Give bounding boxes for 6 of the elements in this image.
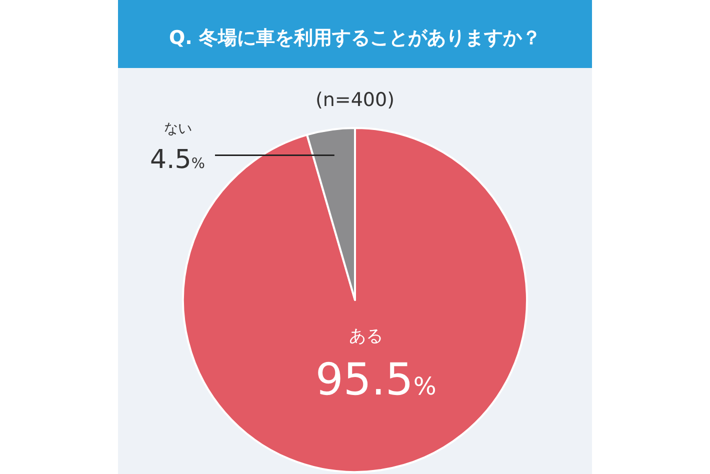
chart-subtitle: (n=400)	[315, 89, 395, 111]
data-label: 4.5%	[150, 145, 205, 175]
slice-label: ない	[164, 121, 192, 137]
chart-title: Q. 冬場に車を利用することがありますか？	[169, 27, 541, 49]
data-label: 95.5%	[315, 354, 436, 406]
slice-label: ある	[348, 326, 383, 347]
